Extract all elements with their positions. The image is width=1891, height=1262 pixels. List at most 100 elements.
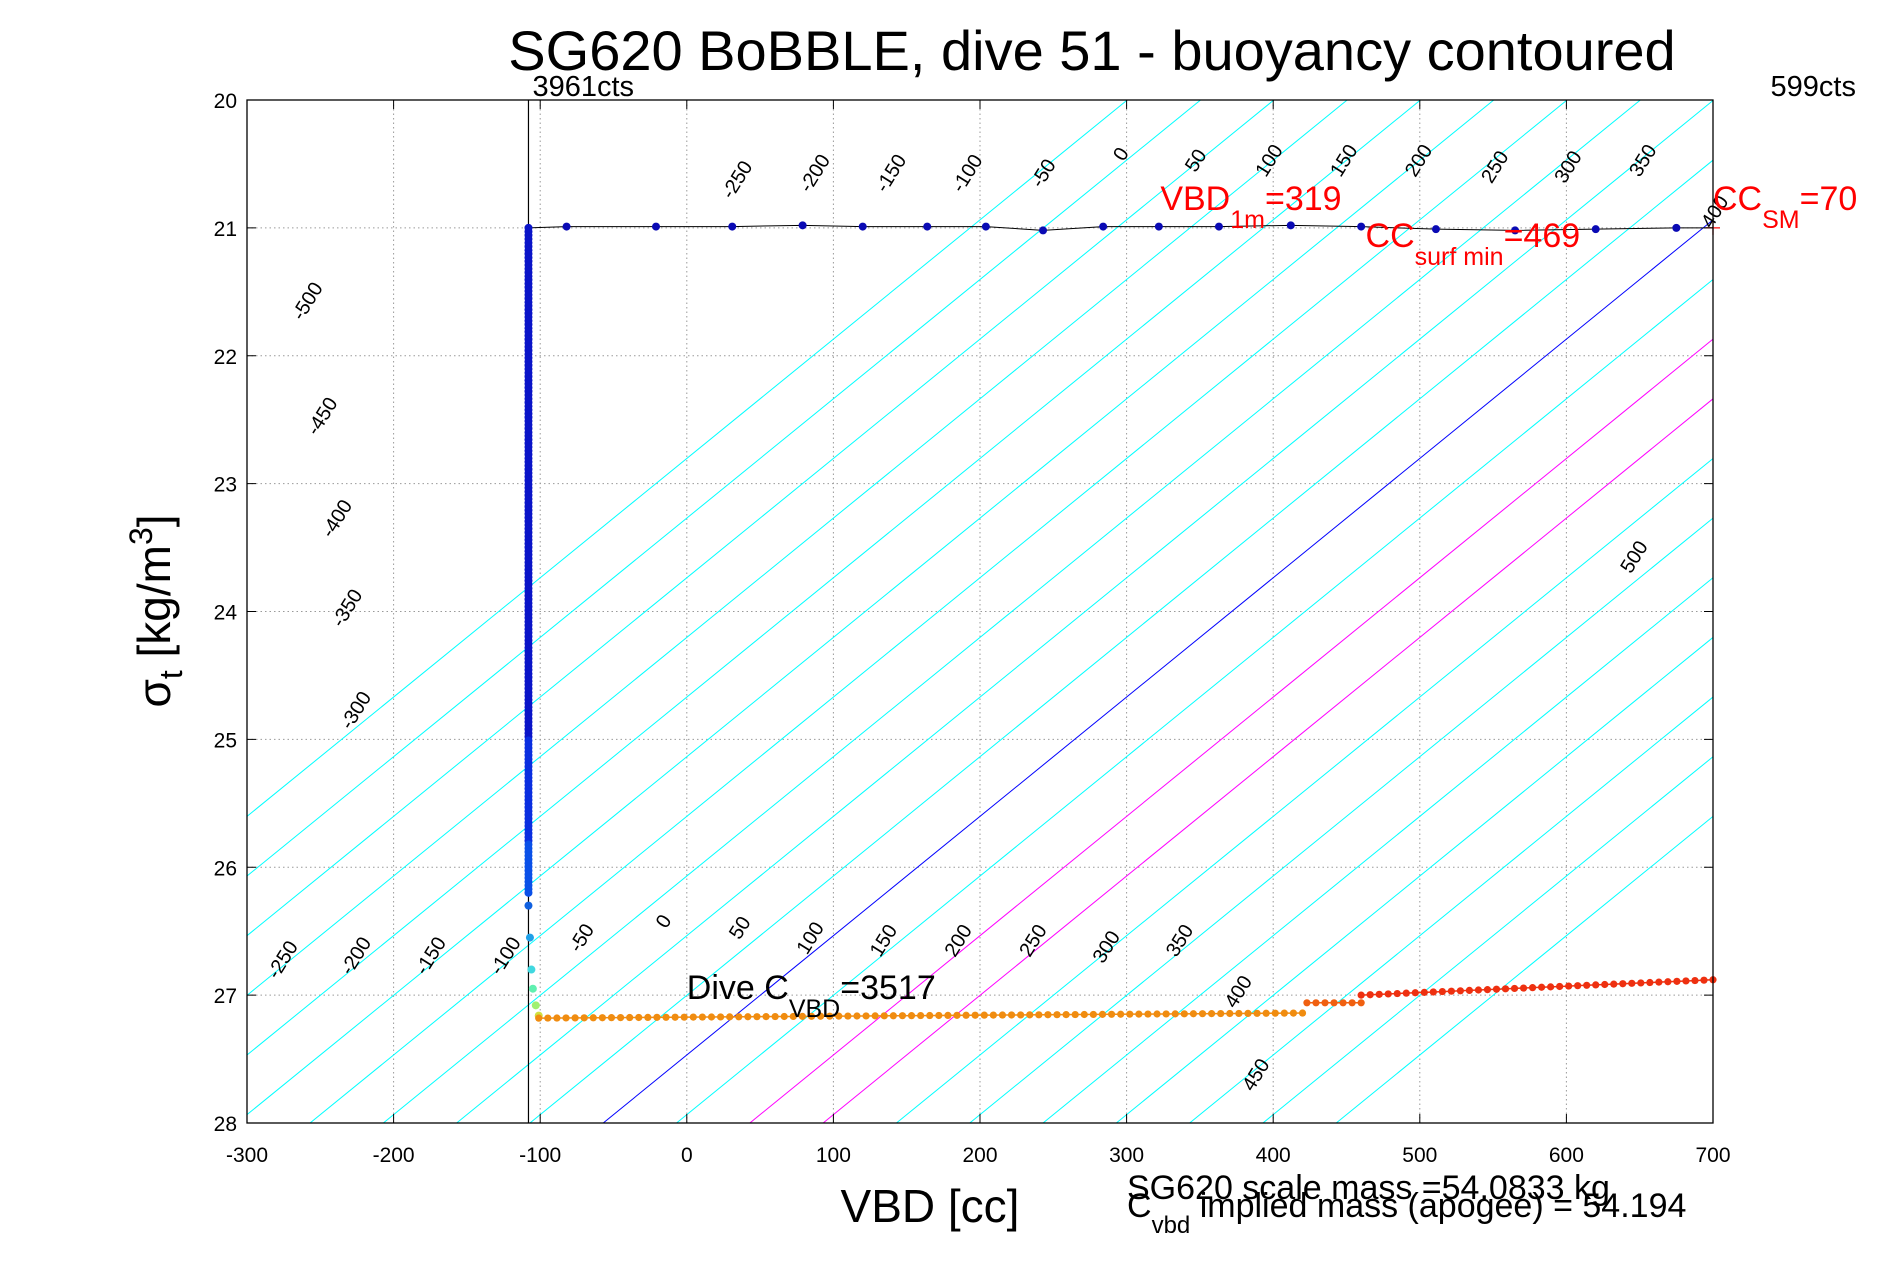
contour-labels: -500-450-400-350-300-250 -200 -150 -100 -500…: [263, 141, 1733, 1095]
bottom-point: [626, 1013, 634, 1022]
bottom-point: [553, 1014, 561, 1022]
bottom-point: [762, 1013, 770, 1021]
annotation-label: VBD1m=319: [1160, 180, 1341, 234]
bottom-point: [616, 1013, 625, 1022]
x-tick-label: 200: [962, 1144, 997, 1167]
bottom-point: [1298, 1009, 1307, 1017]
bottom-point: [835, 1012, 843, 1020]
bottom-point: [1044, 1011, 1052, 1019]
bottom-point: [1673, 977, 1681, 985]
vertical-line-label: 3961cts: [532, 71, 634, 103]
y-tick-label: 25: [214, 729, 237, 752]
bottom-point: [807, 1012, 816, 1020]
y-axis-label: σt [kg/m3]: [123, 514, 189, 707]
bottom-point: [1510, 984, 1519, 993]
y-tick-label: 26: [214, 857, 237, 880]
contour-line: [602, 219, 1713, 1123]
contour-line: [969, 517, 1713, 1123]
bottom-point: [1375, 990, 1383, 998]
bottom-point: [1474, 986, 1483, 994]
contour-line: [247, 100, 1421, 1056]
surface-point: [1591, 225, 1600, 234]
bottom-point: [1280, 1009, 1288, 1017]
contour-label: 350: [1162, 921, 1198, 961]
x-tick-label: 100: [816, 1144, 851, 1167]
bottom-point: [953, 1011, 961, 1019]
bottom-point: [589, 1014, 597, 1022]
bottom-point: [1026, 1011, 1034, 1019]
bottom-point: [1492, 985, 1501, 993]
bottom-point: [744, 1013, 752, 1021]
contour-label: -300: [336, 688, 376, 734]
bottom-point: [726, 1013, 734, 1021]
bottom-point: [1135, 1010, 1143, 1018]
bottom-point: [1198, 1010, 1207, 1018]
bottom-point: [1366, 991, 1374, 999]
contour-label: 200: [941, 921, 977, 961]
contour-line: [247, 100, 1275, 937]
surface-point: [1039, 226, 1048, 235]
bottom-point: [1017, 1011, 1025, 1019]
bottom-point: [1574, 982, 1582, 990]
contour-line: [247, 100, 1348, 996]
bottom-point: [1098, 1010, 1107, 1018]
surface-point: [858, 222, 867, 231]
y-tick-label: 20: [214, 90, 237, 113]
bottom-point: [1637, 979, 1645, 987]
bottom-point: [1053, 1011, 1061, 1019]
bottom-point: [544, 1014, 552, 1022]
surface-point: [1154, 222, 1163, 231]
bottom-point: [1162, 1010, 1170, 1018]
bottom-point: [826, 1012, 834, 1020]
bottom-point: [817, 1012, 825, 1020]
bottom-point: [862, 1012, 870, 1020]
contour-label: -100: [486, 933, 526, 979]
bottom-point: [789, 1012, 797, 1021]
contour-label: 250: [1015, 921, 1051, 961]
bottom-point: [1126, 1010, 1134, 1018]
contour-label: 300: [1550, 147, 1586, 187]
x-tick-label: 700: [1695, 1144, 1730, 1167]
bottom-point: [1456, 987, 1464, 995]
x-tick-label: 500: [1402, 1144, 1437, 1167]
contour-line: [247, 100, 1128, 818]
bottom-point: [989, 1011, 997, 1019]
bottom-point: [1583, 981, 1591, 989]
surface-point: [1099, 222, 1108, 231]
bottom-point: [1420, 988, 1428, 996]
contour-line: [1042, 577, 1713, 1123]
contour-label: 250: [1477, 147, 1513, 187]
y-tick-label: 27: [214, 985, 237, 1008]
bottom-point: [1035, 1011, 1043, 1019]
descent-point: [531, 1001, 540, 1010]
contour-label: 0: [652, 911, 677, 932]
bottom-point: [1411, 989, 1419, 997]
contour-line: [749, 338, 1713, 1123]
x-axis-label: VBD [cc]: [841, 1180, 1020, 1232]
contour-label: -450: [303, 394, 343, 440]
bottom-point: [1447, 987, 1455, 995]
annotation-label: Dive CVBD=3517: [687, 969, 936, 1023]
surface-point: [652, 222, 661, 231]
surface-point: [798, 221, 807, 230]
descent-point: [528, 984, 537, 993]
contour-lines: [247, 100, 1713, 1123]
x-tick-label: 300: [1109, 1144, 1144, 1167]
bottom-point: [880, 1012, 888, 1020]
contour-label: -200: [795, 151, 835, 197]
contour-label: 300: [1089, 927, 1125, 967]
contour-label: 150: [1326, 141, 1362, 181]
contour-line: [247, 100, 1201, 877]
bottom-point: [1393, 989, 1401, 998]
contour-label: 50: [725, 913, 755, 944]
y-axis-ticks: 20 21 22 23 24 25 26 27 28: [214, 90, 1713, 1136]
contour-label: -100: [948, 151, 988, 197]
bottom-point: [1610, 980, 1618, 988]
y-tick-label: 23: [214, 474, 237, 497]
bottom-point: [662, 1013, 670, 1021]
annotation-label: CCsurf min=469: [1366, 217, 1581, 271]
bottom-point: [598, 1014, 606, 1022]
x-tick-label: -100: [519, 1144, 561, 1167]
surface-point: [728, 222, 737, 231]
contour-label: -250: [263, 937, 303, 983]
